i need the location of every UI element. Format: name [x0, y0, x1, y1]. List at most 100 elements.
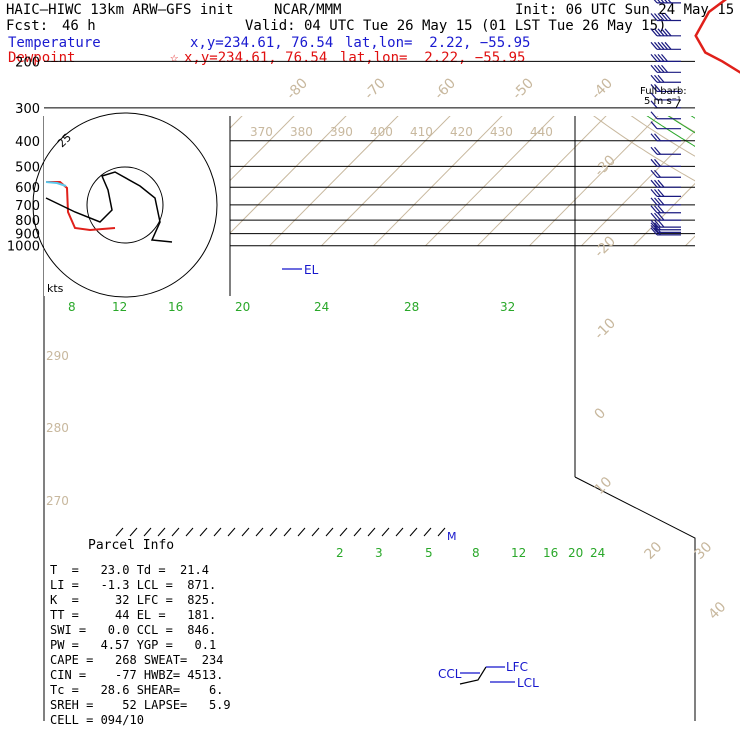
hatch-mark [185, 527, 194, 537]
isotherm-line [425, 116, 555, 247]
wind-barb-flag [657, 197, 665, 206]
mixing-ratio-label: 2 [336, 546, 344, 560]
wind-barb-flag [654, 146, 661, 155]
model-title: HAIC–HIWC 13km ARW–GFS init [6, 2, 234, 18]
theta-label: 440 [530, 125, 553, 139]
hodograph-unit: kts [47, 282, 64, 295]
wind-barb-flag [657, 41, 665, 50]
hatch-mark [143, 527, 152, 537]
isotherm-line [633, 182, 695, 247]
dry-adiabat-line [567, 0, 740, 251]
wind-barb-flag [650, 13, 658, 21]
wind-barb-flag [657, 53, 665, 62]
theta-label: 370 [250, 125, 273, 139]
wind-barb-flag [650, 227, 658, 236]
wind-barb-flag [664, 13, 672, 21]
wind-barb-flag [657, 188, 665, 197]
wind-barb-flag [654, 197, 661, 206]
dry-adiabat-line [701, 0, 740, 251]
hatch-mark [353, 527, 362, 537]
wind-barb-flag [654, 133, 661, 142]
wind-barb-flag [650, 205, 658, 214]
wind-barb-flag [664, 41, 672, 50]
lfc-label: LFC [506, 660, 528, 674]
theta-label: 430 [490, 125, 513, 139]
pressure-tick-label: 500 [15, 160, 40, 175]
dry-adiabat-line [728, 0, 740, 251]
hatch-mark [381, 527, 390, 537]
hodograph: 25 kts [32, 112, 231, 298]
wind-barb-flag [654, 212, 661, 221]
wind-barb-flag [650, 53, 658, 62]
wind-barb-flag [654, 219, 661, 228]
theta-label: 390 [330, 125, 353, 139]
wind-barb-flag [664, 0, 668, 4]
axis-labels: 1002003004005006007008009001000-80-70-60… [7, 55, 730, 622]
lcl-label: LCL [517, 676, 539, 690]
dewpoint-latlon: lat,lon= 2.22, −55.95 [340, 50, 526, 66]
hatch-mark [311, 527, 320, 537]
isotherm-label: -50 [510, 75, 537, 102]
isotherm-label: -10 [592, 315, 619, 342]
wind-barb-flag [664, 28, 672, 37]
wind-barb-flag [654, 41, 661, 50]
wind-barb-flag [657, 0, 661, 4]
wind-barb-flag [650, 179, 658, 188]
wind-barb-flag [650, 158, 658, 167]
moist-adiabat-line [667, 116, 695, 134]
hatch-mark [297, 527, 306, 537]
wind-barb-flag [650, 188, 658, 197]
isotherm-label: -60 [432, 75, 459, 102]
pressure-tick-label: 300 [15, 102, 40, 117]
sounding-profiles [459, 0, 740, 685]
wind-barbs [650, 0, 681, 236]
temperature-legend: Temperature [8, 35, 101, 51]
isotherm-line [685, 235, 695, 247]
wind-barb-flag [654, 13, 661, 21]
wind-barb-flag [650, 41, 658, 50]
mixing-ratio-label: 16 [543, 546, 558, 560]
hatch-mark [395, 527, 404, 537]
pressure-tick-label: 900 [15, 228, 40, 243]
parcel-row: CIN = -77 HWBZ= 4513. [50, 668, 224, 682]
plot-right-border [574, 476, 696, 721]
wind-barb-flag [661, 13, 668, 21]
init-time: Init: 06 UTC Sun 24 May 15 [515, 2, 735, 18]
org-label: NCAR/MMM [274, 2, 342, 18]
hatch-mark [423, 527, 432, 537]
wind-barb-flag [650, 121, 658, 130]
wind-barb-flag [667, 0, 672, 4]
dry-adiabat-line [540, 0, 740, 251]
theta-label: 290 [46, 349, 69, 363]
wind-barb-flag [654, 84, 661, 92]
pressure-tick-label: 700 [15, 199, 40, 214]
mixing-ratio-label: 12 [511, 546, 526, 560]
temperature-latlon: lat,lon= 2.22, −55.95 [345, 35, 531, 51]
dewpoint-marker: ☆ [170, 50, 179, 66]
hodograph-surface-trace [45, 181, 67, 187]
barb-key: Full barb: 5 m s⁻¹ [640, 86, 687, 109]
dry-adiabat-line [621, 0, 740, 251]
parcel-path [459, 666, 487, 685]
theta-label: 420 [450, 125, 473, 139]
parcel-row: TT = 44 EL = 181. [50, 608, 217, 622]
isotherm-line [581, 130, 695, 247]
wind-barb-flag [654, 222, 661, 231]
hatch-mark [227, 527, 236, 537]
barb-key-title: Full barb: [640, 86, 687, 97]
hatch-mark [241, 527, 250, 537]
dewpoint-legend: Dewpoint [8, 50, 76, 66]
hatch-mark [129, 527, 138, 537]
isotherm-label: 20 [642, 539, 666, 563]
hatch-mark [171, 527, 180, 537]
wind-barb-flag [650, 28, 658, 37]
theta-label: 400 [370, 125, 393, 139]
pressure-tick-label: 400 [15, 135, 40, 150]
parcel-row: K = 32 LFC = 825. [50, 593, 217, 607]
parcel-row: Tc = 28.6 SHEAR= 6. [50, 683, 224, 697]
mixing-ratio-label: 20 [568, 546, 583, 560]
wind-barb-flag [654, 64, 661, 73]
isotherm-label: 0 [592, 405, 610, 423]
temperature-xy: x,y=234.61, 76.54 [190, 35, 334, 51]
